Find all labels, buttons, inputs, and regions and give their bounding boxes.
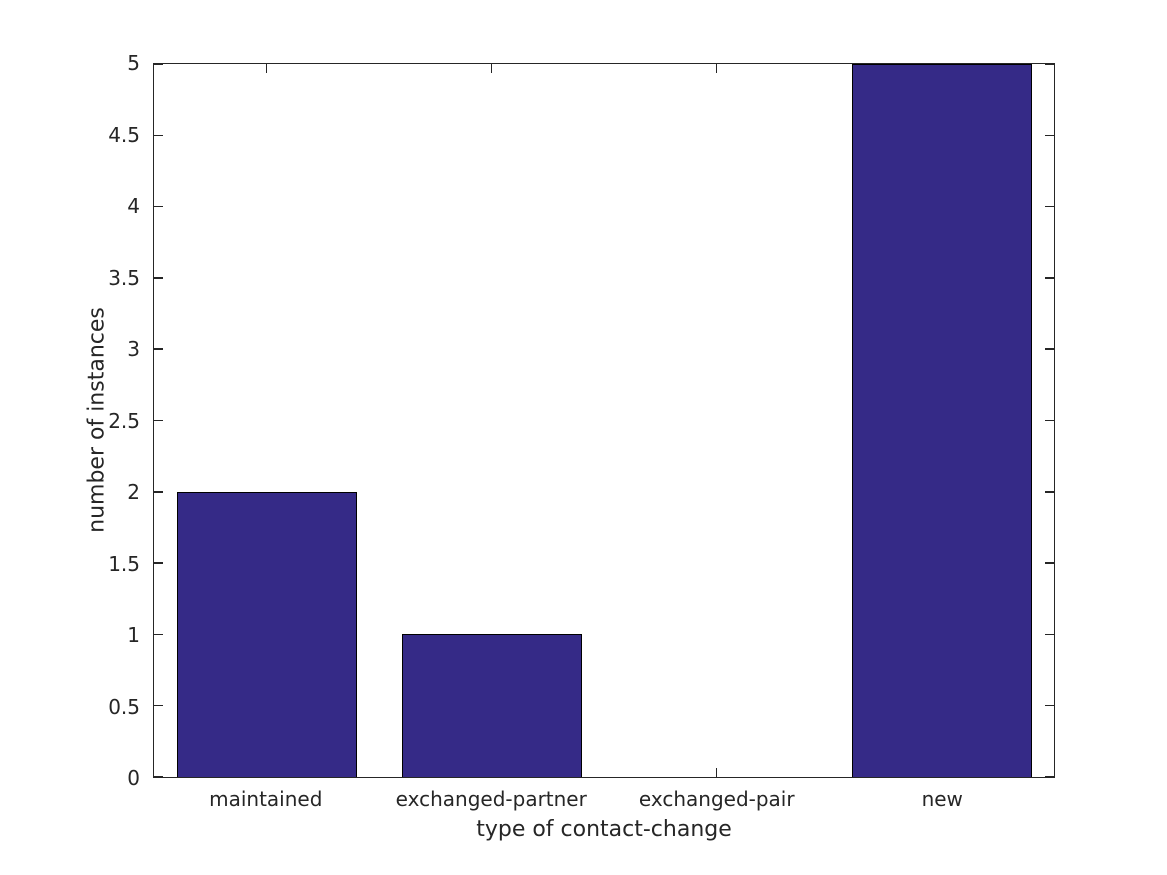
y-tick-mark [154,63,163,65]
y-tick-mark [1045,134,1054,137]
x-axis-label: type of contact-change [476,817,732,842]
y-tick-mark [1045,277,1054,279]
x-axis-tick-labels: maintained exchanged-partner exchanged-pai… [153,787,1055,813]
y-tick-mark [1045,491,1054,493]
y-tick-mark [154,704,163,707]
y-tick-mark [1045,63,1054,65]
bar-exchanged-partner [401,634,582,777]
y-tick-label: 1.5 [108,551,140,576]
y-tick-mark [154,205,163,208]
y-tick-mark [154,491,163,493]
x-tick-label-exchanged-pair: exchanged-pair [638,787,795,811]
y-tick-mark [1045,562,1054,564]
y-tick-mark [154,348,163,350]
y-tick-label: 1 [127,623,140,647]
y-tick-label: 2 [127,480,140,504]
x-tick-mark [265,64,268,73]
y-axis-tick-labels: 0 0.5 1 1.5 2 2.5 3 3.5 4 4.5 5 [0,53,140,788]
y-tick-mark [154,277,163,279]
y-tick-mark [154,562,163,564]
y-tick-mark [1045,205,1054,208]
y-tick-label: 3 [127,337,140,361]
y-tick-mark [154,419,163,422]
y-tick-label: 0 [127,766,140,790]
x-tick-mark [490,64,493,73]
y-tick-mark [154,633,163,636]
x-tick-mark [715,768,718,777]
y-tick-label: 0.5 [108,694,140,719]
x-tick-label-new: new [921,787,963,811]
x-tick-label-exchanged-partner: exchanged-partner [395,787,587,811]
y-tick-mark [1045,776,1054,778]
y-tick-label: 4 [127,194,140,218]
y-tick-label: 2.5 [108,408,140,433]
y-tick-mark [154,134,163,137]
plot-area [153,63,1055,778]
x-tick-mark [715,64,718,73]
y-tick-mark [1045,348,1054,350]
y-tick-label: 4.5 [108,122,140,147]
bar-maintained [176,491,357,777]
y-axis-label: number of instances [84,307,110,533]
y-tick-mark [1045,419,1054,422]
y-tick-mark [1045,633,1054,636]
y-tick-label: 5 [127,51,140,75]
x-tick-label-maintained: maintained [209,787,323,811]
y-tick-mark [154,776,163,778]
bar-new [851,64,1032,777]
y-tick-label: 3.5 [108,265,140,290]
y-tick-mark [1045,704,1054,707]
